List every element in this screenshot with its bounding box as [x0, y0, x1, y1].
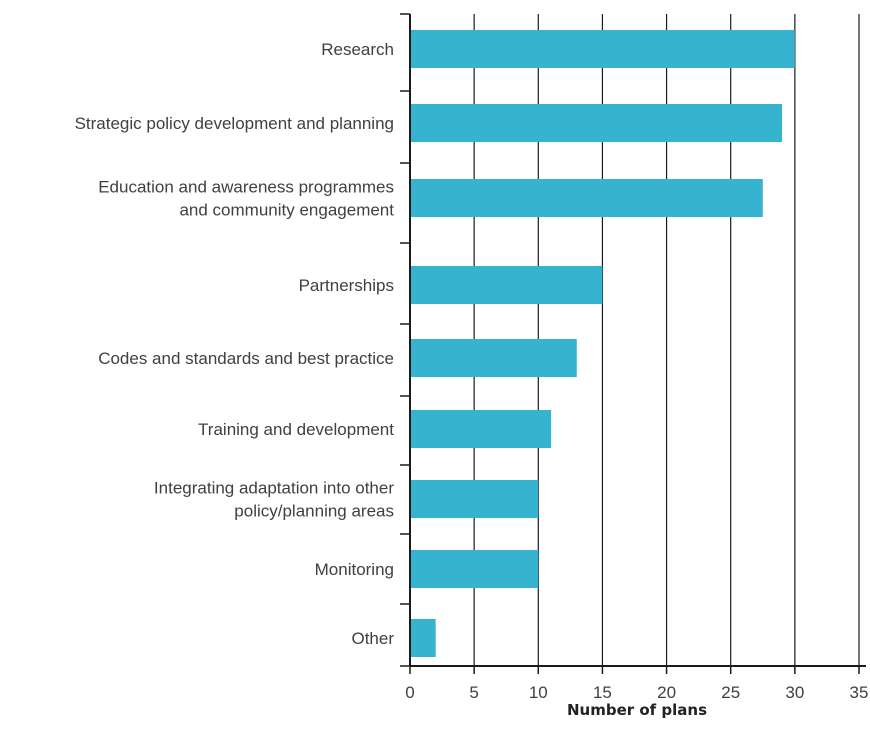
- bar-2: [410, 179, 763, 217]
- category-label-2-line-1: and community engagement: [179, 201, 394, 220]
- bar-3: [410, 266, 603, 304]
- x-tick-labels: 0 5 10 15 20 25 30 35: [405, 683, 868, 702]
- category-label-7: Monitoring: [315, 560, 394, 579]
- x-tick-label-0: 0: [405, 683, 414, 702]
- bar-8: [410, 619, 436, 657]
- bar-5: [410, 410, 552, 448]
- category-label-6-line-1: policy/planning areas: [234, 502, 394, 521]
- bar-0: [410, 30, 795, 68]
- x-axis-title: Number of plans: [567, 701, 707, 719]
- x-tick-label-10: 10: [529, 683, 548, 702]
- bar-6: [410, 480, 539, 518]
- x-tick-label-15: 15: [593, 683, 612, 702]
- category-label-4: Codes and standards and best practice: [98, 349, 394, 368]
- bars: [410, 30, 795, 657]
- category-label-8: Other: [351, 629, 394, 648]
- bar-4: [410, 339, 577, 377]
- category-label-2-line-0: Education and awareness programmes: [98, 178, 394, 197]
- category-label-0: Research: [321, 40, 394, 59]
- category-label-3: Partnerships: [299, 276, 394, 295]
- category-label-1: Strategic policy development and plannin…: [75, 114, 394, 133]
- bar-1: [410, 104, 783, 142]
- x-tick-label-5: 5: [469, 683, 478, 702]
- category-label-6-line-0: Integrating adaptation into other: [154, 479, 394, 498]
- bar-7: [410, 550, 539, 588]
- x-tick-label-35: 35: [850, 683, 869, 702]
- x-tick-label-30: 30: [785, 683, 804, 702]
- x-tick-label-25: 25: [721, 683, 740, 702]
- category-labels: Research Strategic policy development and…: [75, 40, 395, 648]
- category-label-5: Training and development: [198, 420, 394, 439]
- x-tick-label-20: 20: [657, 683, 676, 702]
- axes: [400, 13, 866, 674]
